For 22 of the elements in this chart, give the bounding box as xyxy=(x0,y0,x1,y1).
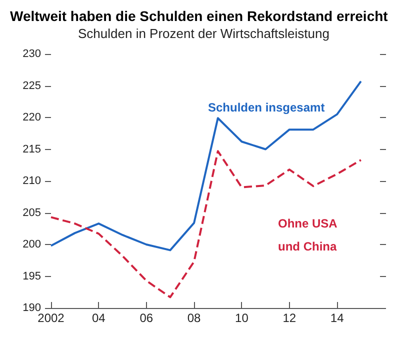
y-tick-label: 200 xyxy=(22,238,41,250)
series-label: Schulden insgesamt xyxy=(208,100,325,114)
y-tick-label: 205 xyxy=(22,206,41,219)
x-tick-label: 14 xyxy=(330,311,344,325)
y-tick-label: 195 xyxy=(22,270,41,282)
chart-title: Weltweit haben die Schulden einen Rekordstand erreicht xyxy=(10,8,388,24)
y-tick-label: 190 xyxy=(22,302,41,314)
y-tick-label: 220 xyxy=(22,112,41,124)
text: Ohne USA und China xyxy=(278,216,338,254)
x-tick-label: 06 xyxy=(140,311,154,325)
y-tick-label: 210 xyxy=(22,175,41,187)
x-tick-label: 04 xyxy=(92,311,106,325)
line-series xyxy=(50,80,362,252)
x-tick-label: 2002 xyxy=(38,311,65,325)
y-tick-label: 215 xyxy=(22,143,41,156)
x-tick-label: 08 xyxy=(187,311,202,325)
x-tick-label: 12 xyxy=(282,311,296,325)
chart-subtitle: Schulden in Prozent der Wirtschaftsleistung xyxy=(78,26,330,41)
x-tick-label: 10 xyxy=(235,311,249,325)
line-series xyxy=(50,150,362,298)
y-tick-label: 225 xyxy=(22,80,41,92)
y-tick-label: 230 xyxy=(22,48,41,60)
